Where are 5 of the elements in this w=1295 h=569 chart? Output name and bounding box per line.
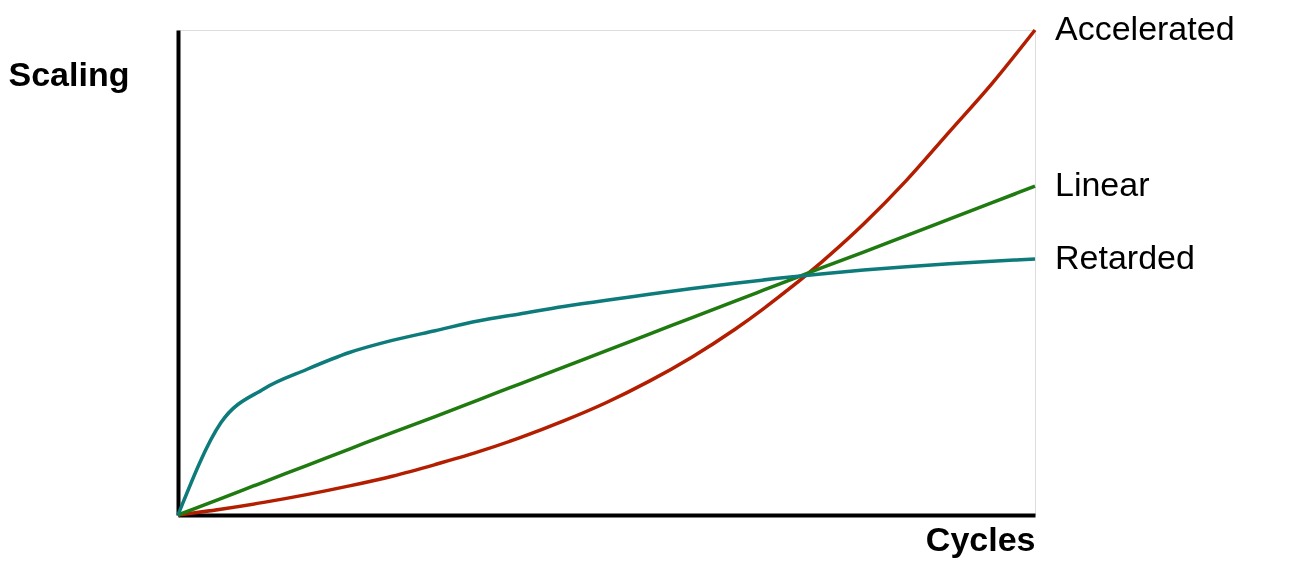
series-label: Accelerated xyxy=(1055,9,1235,47)
x-axis-title: Cycles xyxy=(925,519,1036,558)
series-label: Retarded xyxy=(1055,237,1195,276)
series-label: Linear xyxy=(1055,165,1150,204)
y-axis-title: Scaling xyxy=(8,54,130,93)
